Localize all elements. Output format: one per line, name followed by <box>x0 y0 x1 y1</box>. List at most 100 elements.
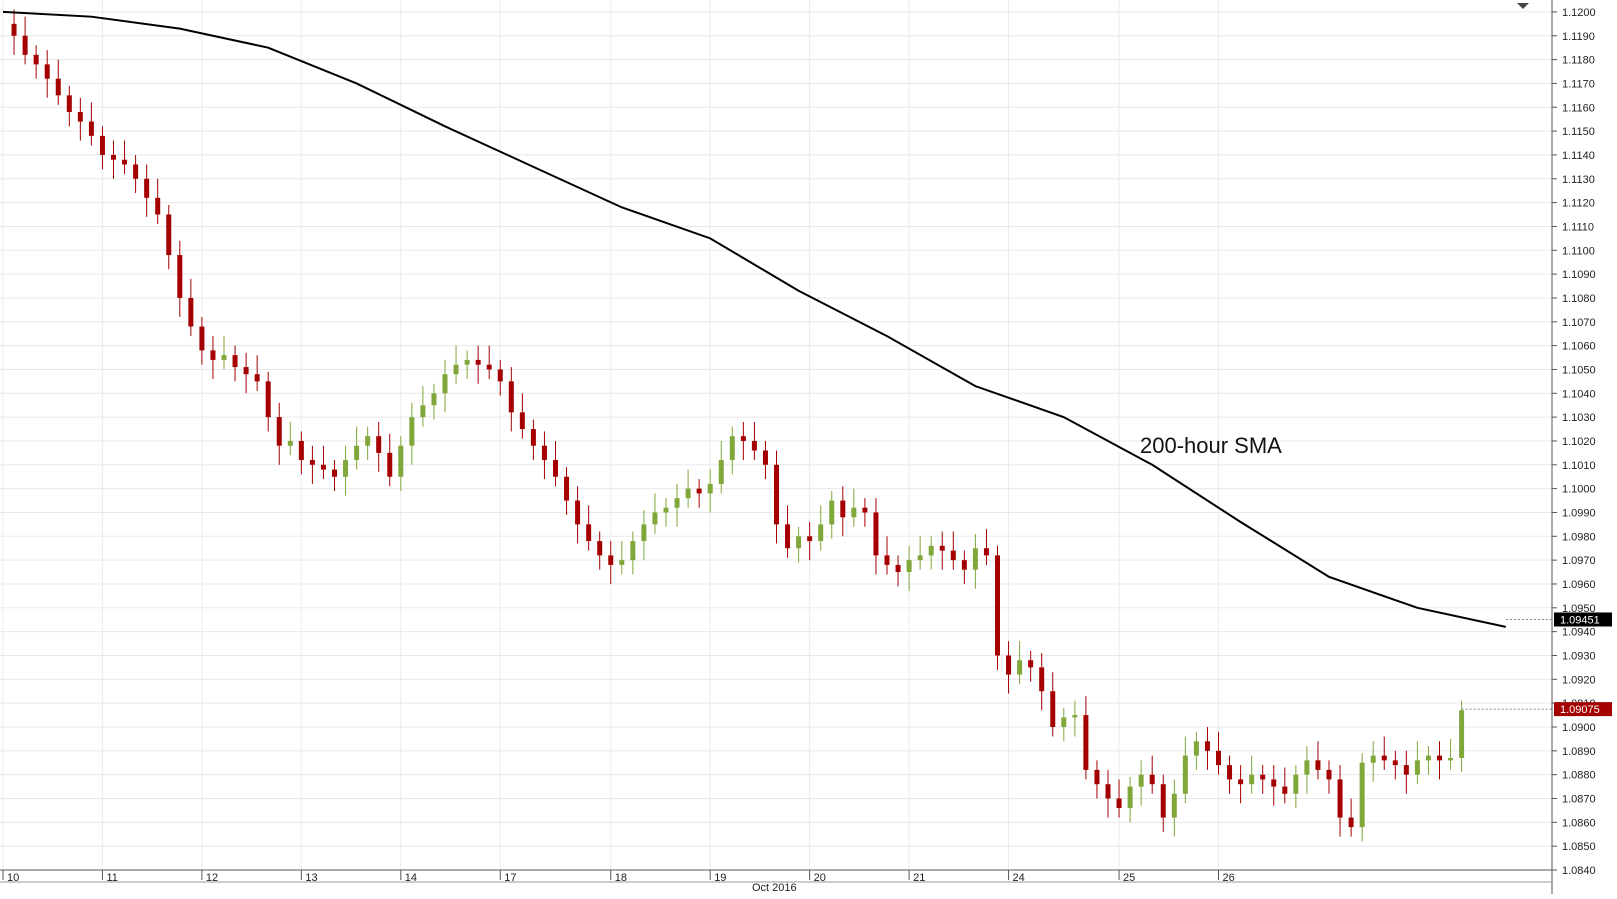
y-tick-label: 1.1100 <box>1562 245 1595 257</box>
y-tick-label: 1.1070 <box>1562 317 1596 329</box>
candle-body <box>287 440 293 446</box>
candle-body <box>884 555 890 565</box>
x-tick-label: 19 <box>714 872 726 884</box>
candle-body <box>309 460 315 465</box>
candle-body <box>740 436 746 441</box>
x-tick-label: 18 <box>615 872 627 884</box>
candle-body <box>177 255 183 298</box>
candle-body <box>851 507 857 518</box>
candle-body <box>1260 774 1266 780</box>
candle-body <box>1414 760 1420 775</box>
candle-body <box>575 500 581 525</box>
candle-body <box>1127 786 1133 809</box>
y-tick-label: 1.0940 <box>1562 627 1596 639</box>
candle-body <box>210 350 216 360</box>
y-tick-label: 1.0900 <box>1562 722 1596 734</box>
candle-body <box>530 429 536 446</box>
candle-body <box>409 417 415 446</box>
candle-body <box>983 548 989 556</box>
y-tick-label: 1.0850 <box>1562 841 1596 853</box>
candle-body <box>1149 774 1155 785</box>
candle-body <box>1381 755 1387 761</box>
candle-body <box>873 512 879 556</box>
x-tick-label: 26 <box>1223 872 1235 884</box>
y-tick-label: 1.0840 <box>1562 865 1596 877</box>
y-tick-label: 1.1050 <box>1562 364 1596 376</box>
candle-body <box>55 78 61 96</box>
candle-body <box>807 536 813 542</box>
candle-body <box>1293 774 1299 794</box>
candle-body <box>453 364 459 375</box>
candle-body <box>961 560 967 570</box>
candle-body <box>718 460 724 484</box>
candle-body <box>11 23 17 36</box>
candle-body <box>398 445 404 477</box>
candle-body <box>387 452 393 477</box>
candle-body <box>652 512 658 525</box>
sma-annotation: 200-hour SMA <box>1140 433 1282 458</box>
x-tick-label: 14 <box>405 872 417 884</box>
candle-body <box>1271 779 1277 787</box>
candle-body <box>420 405 426 418</box>
y-tick-label: 1.1060 <box>1562 341 1596 353</box>
candle-body <box>597 541 603 556</box>
y-tick-label: 1.1170 <box>1562 78 1595 90</box>
candle-body <box>188 297 194 327</box>
candle-body <box>674 498 680 508</box>
candle-body <box>376 436 382 453</box>
candle-body <box>751 440 757 451</box>
candle-body <box>155 197 161 215</box>
y-tick-label: 1.1200 <box>1562 7 1596 19</box>
dropdown-arrow-icon[interactable] <box>1517 3 1529 9</box>
candle-body <box>77 112 83 122</box>
y-tick-label: 1.1000 <box>1562 484 1596 496</box>
candle-body <box>133 164 139 179</box>
candle-body <box>442 374 448 394</box>
y-tick-label: 1.1140 <box>1562 150 1595 162</box>
gridlines <box>0 0 1552 871</box>
candles <box>11 9 1465 842</box>
candle-body <box>111 154 116 160</box>
candle-body <box>1061 717 1067 727</box>
y-tick-label: 1.1110 <box>1562 221 1594 233</box>
candle-body <box>464 359 470 365</box>
candle-body <box>33 54 39 65</box>
candle-body <box>1370 755 1376 763</box>
candle-body <box>729 436 735 461</box>
candle-body <box>243 367 249 375</box>
x-tick-label: 25 <box>1123 872 1135 884</box>
candle-body <box>1083 715 1089 770</box>
y-tick-label: 1.0880 <box>1562 770 1596 782</box>
y-tick-label: 1.1020 <box>1562 436 1596 448</box>
candle-body <box>895 564 901 573</box>
y-tick-label: 1.1130 <box>1562 174 1595 186</box>
candle-body <box>431 393 437 406</box>
candle-body <box>1028 660 1034 668</box>
candle-body <box>1160 784 1166 818</box>
x-tick-label: 11 <box>106 872 117 884</box>
period-label: Oct 2016 <box>752 882 797 894</box>
y-tick-label: 1.1120 <box>1562 198 1595 210</box>
candle-body <box>1315 760 1321 770</box>
candle-body <box>221 355 227 360</box>
candle-body <box>906 560 912 573</box>
candle-body <box>818 524 824 542</box>
candle-body <box>586 524 592 542</box>
candle-body <box>1006 655 1012 675</box>
y-tick-label: 1.1040 <box>1562 388 1596 400</box>
candle-body <box>1072 715 1078 718</box>
candle-body <box>99 135 105 155</box>
candle-body <box>1227 765 1233 780</box>
candle-body <box>1392 760 1398 766</box>
candle-body <box>1282 786 1288 794</box>
candle-body <box>22 35 28 55</box>
candle-body <box>1403 765 1409 775</box>
candle-body <box>862 507 868 513</box>
candle-body <box>519 412 525 430</box>
last-price-box <box>1554 702 1612 717</box>
y-tick-label: 1.1190 <box>1562 31 1595 43</box>
candle-body <box>276 417 282 446</box>
candle-body <box>1216 750 1221 766</box>
candle-body <box>774 464 779 525</box>
